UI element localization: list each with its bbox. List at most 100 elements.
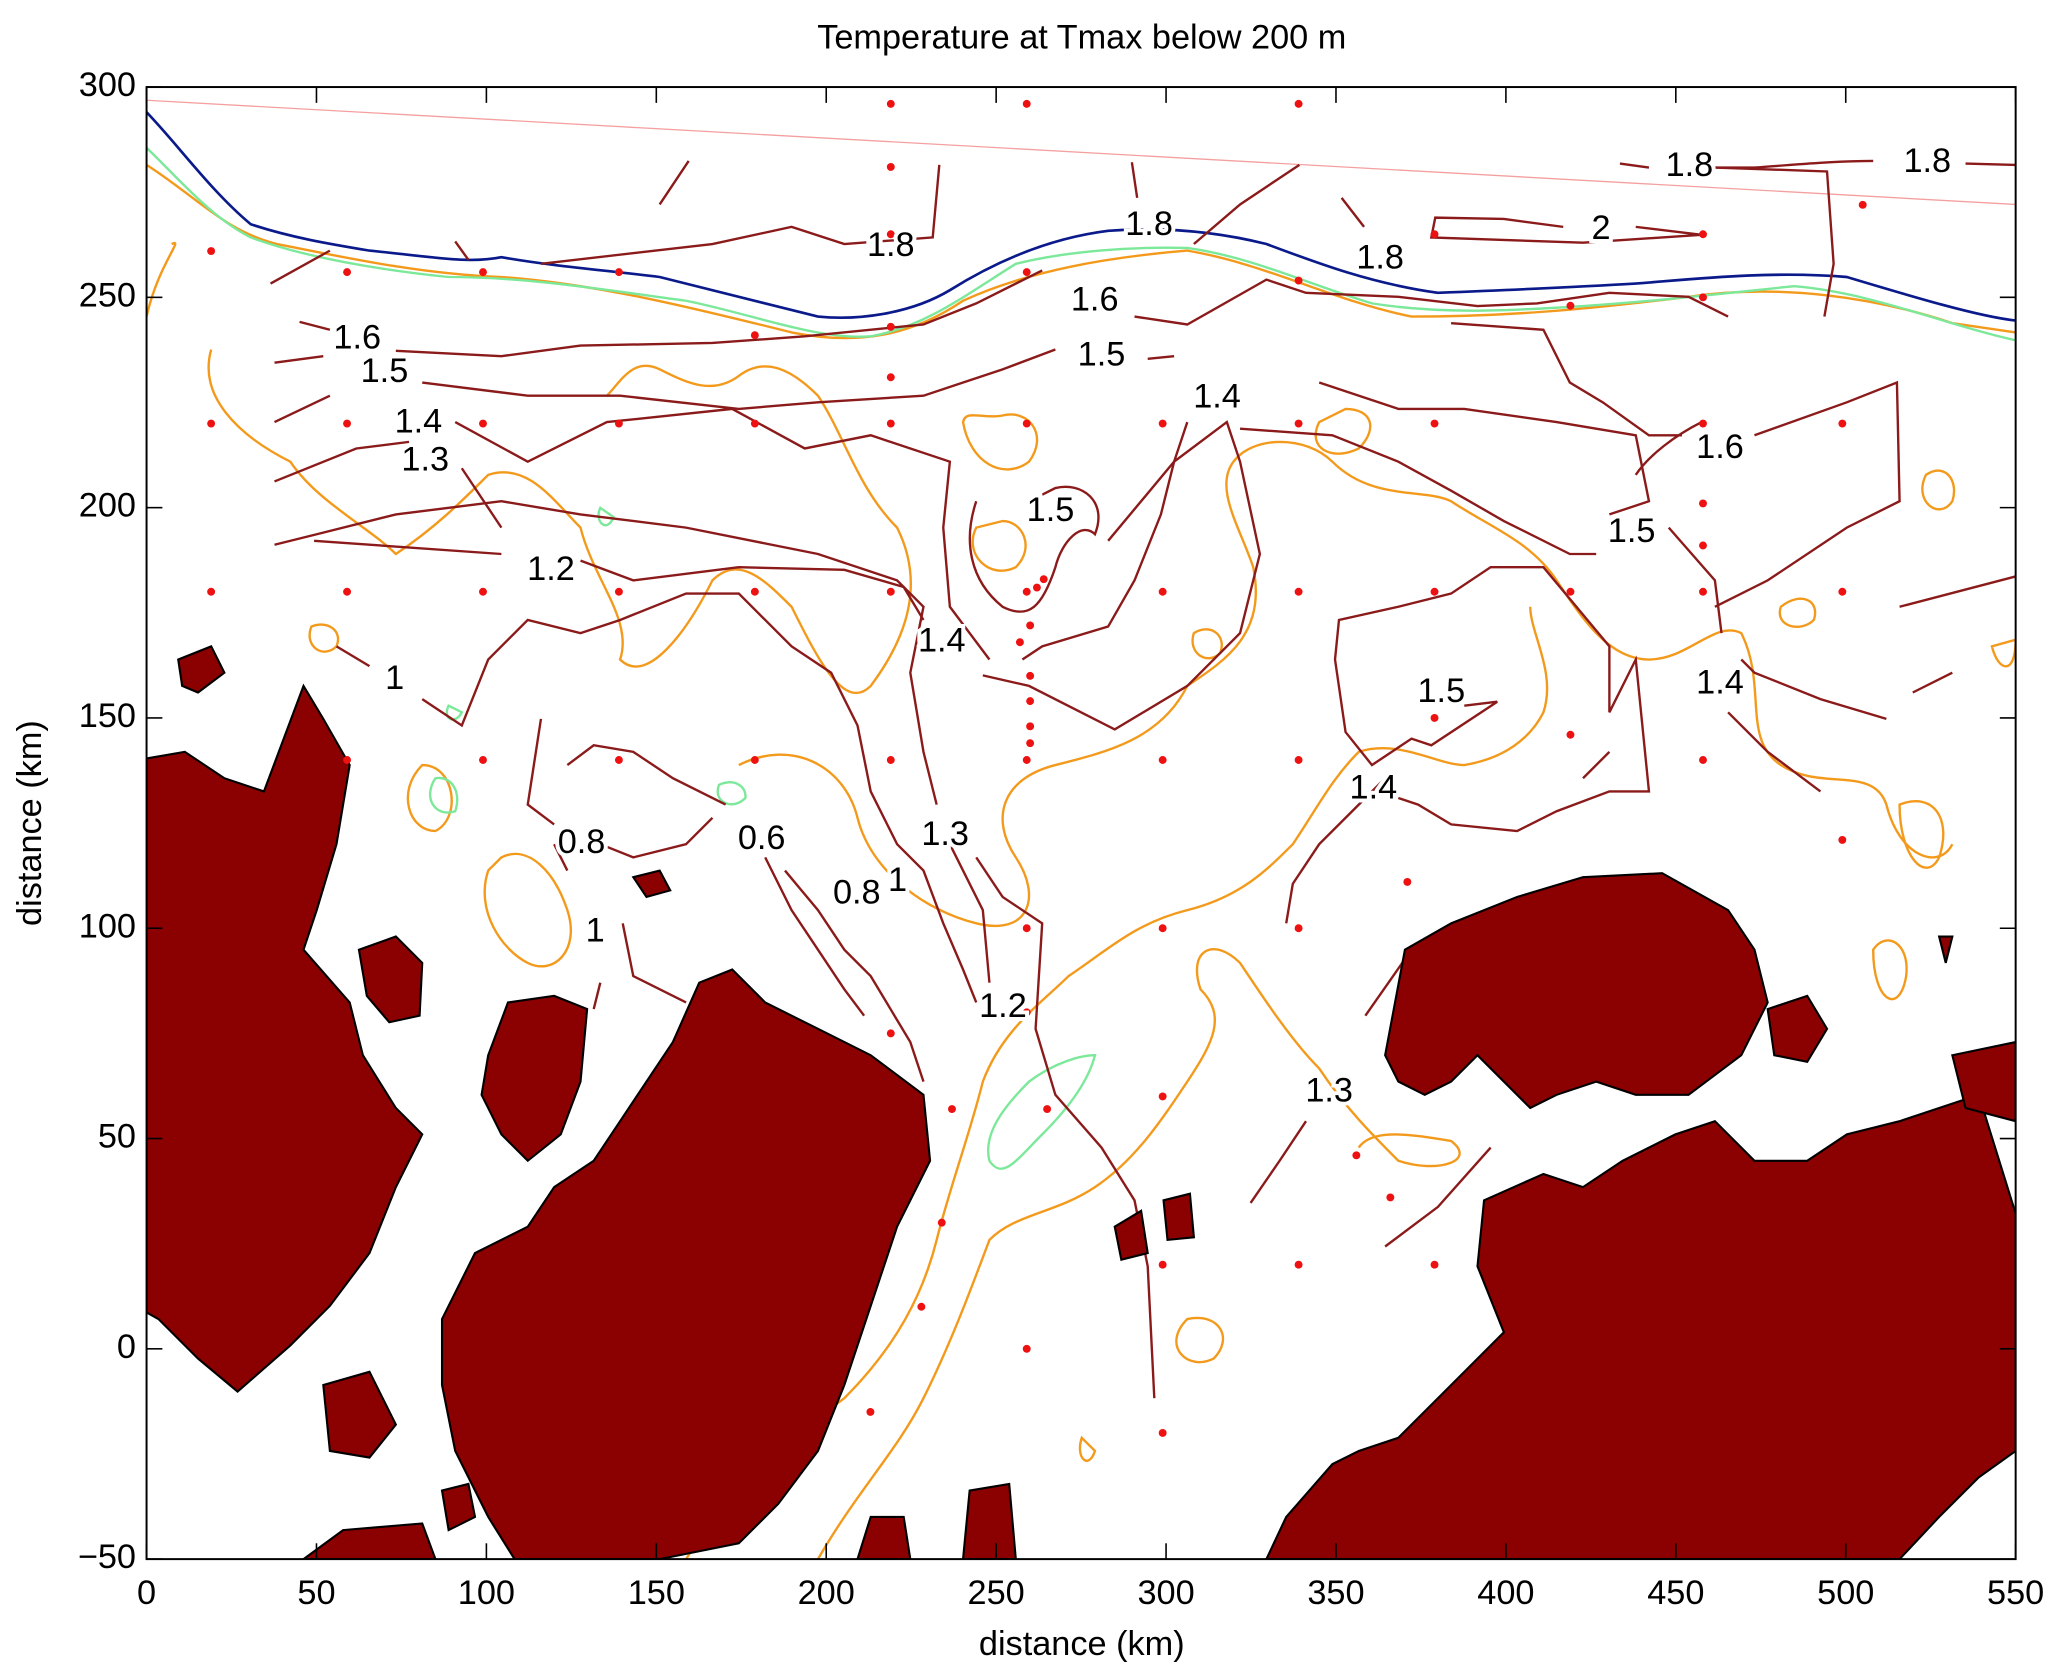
contour-label: 1.8: [1903, 142, 1951, 180]
station-point: [1026, 722, 1035, 731]
y-tick-label: 200: [79, 487, 136, 525]
station-point: [1352, 1151, 1361, 1160]
contour-line: [526, 718, 925, 1082]
land-mass: [146, 683, 424, 1393]
station-point: [1858, 200, 1867, 209]
contour-label: 1.4: [1696, 663, 1744, 701]
orange-contour: [738, 440, 1954, 927]
contour-label: 1.4: [395, 403, 443, 441]
y-tick-label: 100: [79, 907, 136, 945]
contour-line: [299, 269, 1729, 358]
contour-line: [335, 592, 978, 1003]
contour-label: 1.2: [527, 550, 575, 588]
plot-frame: [145, 86, 2017, 1561]
x-tick-label: 250: [968, 1574, 1025, 1612]
map-layer: 1.81.8 1.81.81.821.61.61.61.5 1.51.51.51.5…: [146, 99, 2016, 1560]
x-tick-label: 300: [1137, 1574, 1194, 1612]
blue-contour: [146, 111, 2016, 322]
contour-label: 1.8: [867, 226, 915, 264]
contour-line: [540, 160, 1365, 265]
station-point: [1158, 1428, 1167, 1437]
contour-label: 1.8: [1356, 239, 1404, 277]
station-point: [614, 587, 623, 596]
orange-contour: [685, 606, 1549, 1560]
axes: 0 50 100 150 200 250 300 350 400 450 500 550−500501…: [78, 66, 2044, 1612]
green-contour: [429, 506, 1097, 1170]
contour-line: [1333, 566, 1651, 833]
y-axis-label: distance (km): [11, 720, 49, 926]
contour-label: 1.4: [1350, 769, 1398, 807]
station-point: [1158, 924, 1167, 933]
contour-label: 1.6: [1696, 428, 1744, 466]
station-point: [614, 268, 623, 277]
station-point: [886, 1029, 895, 1038]
station-point: [614, 756, 623, 764]
contour-line: [274, 500, 938, 805]
contour-label: 2: [1592, 209, 1611, 247]
station-point: [1838, 419, 1847, 428]
station-point: [343, 587, 352, 596]
contour-line: [1619, 159, 2016, 169]
section-line: [146, 99, 2016, 206]
station-point: [1022, 1008, 1031, 1017]
station-point: [207, 247, 216, 256]
station-point: [1566, 301, 1575, 310]
contour-label: 1.4: [918, 621, 966, 659]
contour-label: 1.2: [979, 987, 1027, 1025]
contour-line: [968, 485, 1100, 613]
x-tick-label: 100: [458, 1574, 515, 1612]
contour-label: 0.8: [833, 874, 881, 912]
contour-label: 1.5: [361, 352, 409, 390]
chart-title: Temperature at Tmax below 200 m: [817, 19, 1346, 57]
y-tick-label: 0: [117, 1328, 136, 1366]
station-point: [1699, 499, 1707, 508]
station-point: [1566, 730, 1575, 739]
station-point: [886, 230, 895, 239]
contour-label: 1.5: [1417, 672, 1465, 710]
station-point: [1566, 587, 1575, 596]
station-point: [1022, 587, 1031, 596]
x-tick-label: 200: [798, 1574, 855, 1612]
station-point: [886, 419, 895, 428]
temperature-contours: [269, 159, 2016, 1399]
station-point: [1158, 756, 1167, 764]
station-point: [614, 419, 623, 428]
station-point: [1043, 1105, 1052, 1114]
contour-line: [1714, 166, 1835, 317]
contour-label: 1.5: [1078, 335, 1126, 373]
station-point: [1699, 419, 1707, 428]
y-tick-label: 50: [98, 1118, 136, 1156]
station-point: [343, 419, 352, 428]
station-point: [1022, 268, 1031, 277]
station-point: [886, 373, 895, 382]
station-point: [1699, 756, 1707, 764]
station-point: [1294, 419, 1303, 428]
x-tick-label: 450: [1647, 1574, 1704, 1612]
station-point: [886, 756, 895, 764]
station-point: [1430, 713, 1439, 722]
station-point: [1158, 587, 1167, 596]
station-point: [1430, 587, 1439, 596]
land-mass: [480, 994, 589, 1163]
station-point: [479, 587, 487, 596]
station-point: [886, 163, 895, 171]
station-point: [750, 756, 759, 764]
land-mass: [357, 935, 424, 1024]
station-point: [750, 587, 759, 596]
y-tick-label: 150: [79, 697, 136, 735]
station-point: [1022, 756, 1031, 764]
contour-line: [1634, 421, 2016, 793]
station-point: [917, 1302, 926, 1311]
contour-line: [1429, 216, 1702, 244]
land-mass: [177, 644, 2016, 1560]
x-tick-label: 150: [628, 1574, 685, 1612]
y-tick-label: −50: [78, 1538, 136, 1576]
station-point: [1158, 1092, 1167, 1101]
station-point: [1022, 419, 1031, 428]
station-point: [1022, 1344, 1031, 1353]
station-point: [1294, 924, 1303, 933]
station-point: [343, 268, 352, 277]
stations: [207, 99, 1867, 1437]
land-mass: [1384, 872, 1769, 1110]
station-point: [1026, 621, 1035, 630]
